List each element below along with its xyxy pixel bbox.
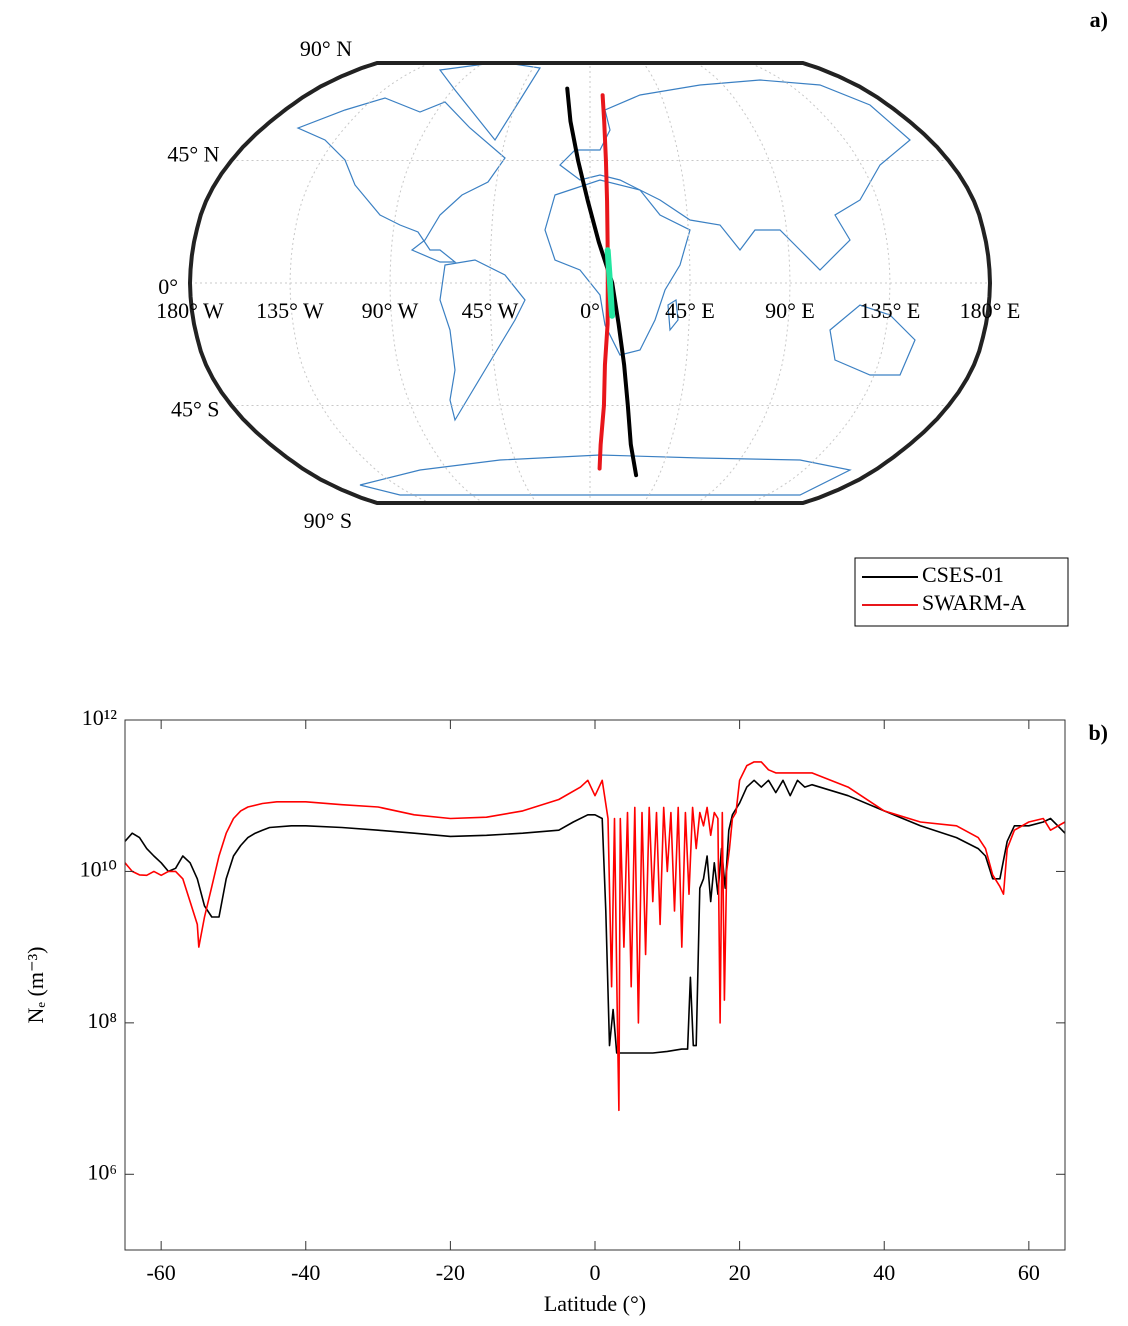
x-tick-label: -60: [146, 1260, 175, 1285]
x-tick-label: -40: [291, 1260, 320, 1285]
coastline: [559, 79, 911, 271]
graticule-line: [289, 62, 431, 504]
legend-label: CSES-01: [922, 562, 1004, 587]
map-frame: [187, 61, 993, 505]
plot-area: [125, 720, 1065, 1250]
coastline: [359, 454, 852, 496]
lon-label: 90° E: [765, 298, 815, 323]
data-line: [124, 779, 1066, 1054]
lat-label: 90° N: [300, 36, 352, 61]
y-tick-label: 10⁶: [87, 1159, 117, 1184]
lat-label: 0°: [158, 274, 178, 299]
satellite-track: [597, 93, 610, 471]
x-tick-label: 20: [729, 1260, 751, 1285]
lat-label: 45° N: [167, 141, 219, 166]
lon-label: 180° E: [960, 298, 1021, 323]
lon-label: 180° W: [156, 298, 224, 323]
y-axis-label: Nₑ (m⁻³): [23, 947, 48, 1024]
lon-label: 135° W: [256, 298, 324, 323]
x-tick-label: 0: [590, 1260, 601, 1285]
coastline: [829, 304, 916, 376]
x-tick-label: 40: [873, 1260, 895, 1285]
coastline: [438, 61, 541, 142]
x-tick-label: 60: [1018, 1260, 1040, 1285]
lon-label: 45° E: [665, 298, 715, 323]
panel-label: b): [1088, 720, 1108, 745]
lon-label: 90° W: [362, 298, 419, 323]
data-line: [124, 761, 1066, 1112]
x-axis-label: Latitude (°): [544, 1291, 646, 1316]
lon-label: 45° W: [462, 298, 519, 323]
lon-label: 135° E: [860, 298, 921, 323]
lat-label: 45° S: [171, 397, 220, 422]
lon-label: 0°: [580, 298, 600, 323]
coastline: [667, 298, 679, 332]
y-tick-label: 10¹⁰: [80, 856, 118, 881]
y-tick-label: 10¹²: [82, 705, 118, 730]
satellite-track: [604, 247, 616, 319]
coastline: [439, 259, 526, 422]
legend-label: SWARM-A: [922, 590, 1026, 615]
legend-box: [854, 557, 1069, 627]
panel-label: a): [1090, 7, 1108, 32]
coastline: [296, 97, 506, 263]
graticule-line: [642, 62, 691, 504]
graticule-line: [189, 62, 378, 504]
coastline: [544, 179, 691, 356]
lat-label: 90° S: [304, 508, 353, 533]
x-tick-label: -20: [436, 1260, 465, 1285]
graticule-line: [749, 62, 891, 504]
graticule-line: [489, 62, 538, 504]
y-tick-label: 10⁸: [87, 1008, 117, 1033]
